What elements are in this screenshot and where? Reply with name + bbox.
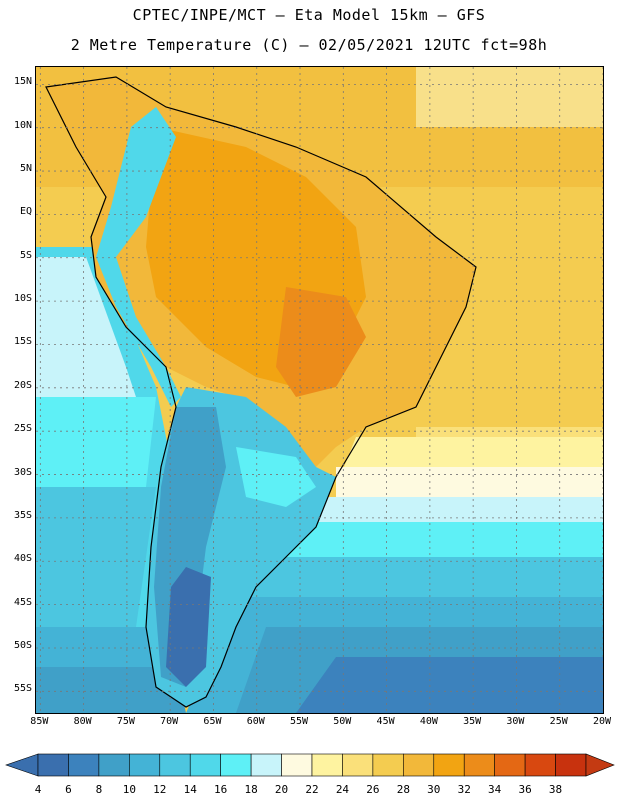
lon-tick-label: 65W — [203, 716, 222, 727]
lat-tick-label: 25S — [13, 423, 32, 435]
colorbar-swatch — [494, 753, 526, 777]
map-title-line2: 2 Metre Temperature (C) – 02/05/2021 12U… — [70, 36, 548, 54]
colorbar-swatch — [342, 753, 374, 777]
colorbar-tick-label: 12 — [153, 783, 167, 796]
ocean-band-18 — [296, 497, 603, 527]
colorbar-tick-label: 22 — [305, 783, 319, 796]
colorbar-tick-label: 4 — [34, 783, 42, 796]
colorbar-left-arrow — [5, 753, 39, 777]
ocean-caribbean-light — [416, 67, 603, 127]
colorbar-swatch — [281, 753, 313, 777]
lon-tick-label: 80W — [73, 716, 92, 727]
lon-tick-label: 50W — [333, 716, 352, 727]
lat-tick-label: 30S — [13, 466, 32, 478]
colorbar-right-arrow — [585, 753, 615, 777]
colorbar-swatch — [159, 753, 191, 777]
pampas-mild — [236, 447, 316, 507]
temperature-map[interactable] — [35, 66, 604, 714]
colorbar-tick-label: 20 — [274, 783, 289, 796]
lon-tick-label: 85W — [30, 716, 49, 727]
andes-north — [96, 107, 181, 407]
patagonia-cold — [166, 567, 211, 687]
colorbar-swatch — [68, 753, 100, 777]
lat-tick-label: 15S — [13, 336, 32, 348]
colorbar-tick-label: 28 — [396, 783, 410, 796]
lon-tick-label: 25W — [549, 716, 568, 727]
colorbar-swatch — [524, 753, 556, 777]
lon-tick-label: 70W — [160, 716, 179, 727]
colorbar-swatch — [37, 753, 69, 777]
pacific-band-12 — [36, 487, 156, 627]
lon-tick-label: 30W — [506, 716, 525, 727]
pacific-band-18 — [36, 257, 136, 397]
lat-tick-label: EQ — [19, 206, 32, 218]
lat-tick-label: 10N — [13, 119, 32, 131]
lat-tick-label: 5S — [19, 249, 32, 261]
ocean-band-16 — [266, 522, 603, 567]
lon-tick-label: 35W — [463, 716, 482, 727]
colorbar-tick-label: 16 — [214, 783, 228, 796]
lon-tick-label: 40W — [419, 716, 438, 727]
lat-tick-label: 5N — [19, 163, 32, 175]
colorbar-tick-label: 8 — [95, 783, 103, 796]
colorbar-swatch — [372, 753, 404, 777]
lat-tick-label: 50S — [13, 639, 32, 651]
colorbar-tick-label: 36 — [518, 783, 532, 796]
lat-tick-label: 45S — [13, 596, 32, 608]
colorbar-tick-label: 34 — [488, 783, 502, 796]
colorbar-tick-label: 30 — [427, 783, 441, 796]
lon-tick-label: 75W — [116, 716, 135, 727]
pacific-band-8 — [36, 667, 186, 713]
colorbar-swatch — [129, 753, 161, 777]
coastline — [45, 76, 477, 708]
colorbar-swatch — [403, 753, 435, 777]
ocean-band-6 — [296, 657, 603, 713]
map-canvas — [36, 67, 603, 713]
colorbar-swatch — [311, 753, 343, 777]
lat-tick-label: 40S — [13, 553, 32, 565]
map-title-line1: CPTEC/INPE/MCT – Eta Model 15km – GFS — [132, 6, 486, 24]
colorbar-swatch — [433, 753, 465, 777]
colorbar-swatch — [220, 753, 252, 777]
lon-tick-label: 45W — [376, 716, 395, 727]
colorbar-swatch — [98, 753, 130, 777]
lon-tick-label: 20W — [592, 716, 612, 727]
lat-tick-label: 35S — [13, 509, 32, 521]
colorbar-tick-label: 32 — [457, 783, 471, 796]
lat-tick-label: 20S — [13, 379, 32, 391]
colorbar-tick-label: 38 — [548, 783, 563, 796]
colorbar-swatch — [555, 753, 587, 777]
colorbar-tick-label: 6 — [65, 783, 72, 796]
temperature-colorbar — [5, 753, 615, 777]
colorbar-tick-label: 26 — [366, 783, 380, 796]
colorbar-swatch — [250, 753, 282, 777]
colorbar-swatch — [189, 753, 221, 777]
colorbar-tick-label: 14 — [183, 783, 197, 796]
colorbar-tick-label: 10 — [122, 783, 136, 796]
lat-tick-label: 15N — [13, 76, 32, 88]
lon-tick-label: 60W — [246, 716, 265, 727]
lon-tick-label: 55W — [289, 716, 309, 727]
lat-tick-label: 10S — [13, 293, 32, 305]
colorbar-swatch — [463, 753, 495, 777]
colorbar-tick-label: 18 — [244, 783, 258, 796]
pacific-band-16 — [36, 397, 156, 487]
graticule — [36, 67, 603, 713]
ocean-band-12 — [236, 557, 603, 607]
colorbar-tick-label: 24 — [335, 783, 350, 796]
lat-tick-label: 55S — [13, 683, 32, 695]
